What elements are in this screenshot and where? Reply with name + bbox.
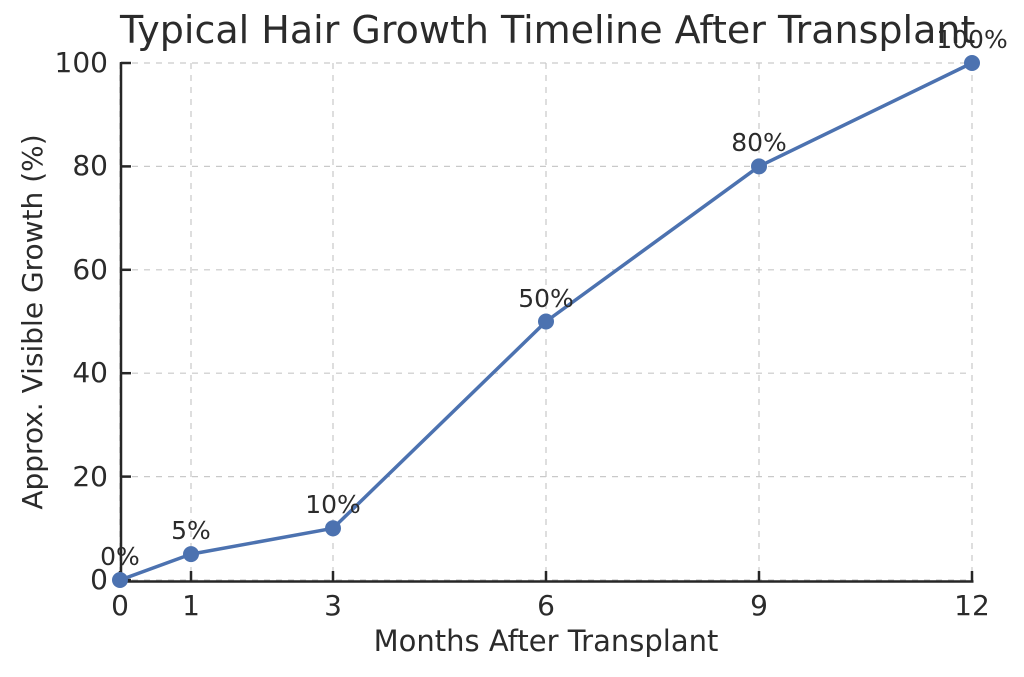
- data-point-marker: [538, 313, 554, 330]
- data-point-label: 100%: [936, 25, 1008, 54]
- y-tick-label: 80: [72, 149, 108, 183]
- chart-title: Typical Hair Growth Timeline After Trans…: [120, 8, 976, 52]
- x-tick-label: 9: [750, 589, 768, 622]
- data-point-label: 10%: [305, 490, 361, 520]
- x-tick-label: 3: [324, 589, 342, 622]
- data-point-marker: [751, 158, 767, 175]
- x-axis-label: Months After Transplant: [373, 624, 719, 658]
- y-tick-label: 100: [54, 46, 108, 79]
- data-point-marker: [325, 520, 341, 537]
- data-point-label: 50%: [518, 283, 574, 313]
- data-point-marker: [183, 546, 199, 563]
- data-point-label: 80%: [731, 128, 787, 158]
- y-tick-label: 60: [72, 252, 108, 286]
- y-axis-label: Approx. Visible Growth (%): [16, 134, 49, 510]
- x-tick-label: 1: [182, 589, 200, 622]
- x-tick-label: 12: [954, 589, 990, 622]
- y-tick-label: 40: [72, 356, 108, 390]
- data-point-label: 5%: [171, 516, 211, 546]
- x-tick-label: 0: [111, 589, 129, 622]
- y-tick-label: 20: [72, 459, 108, 493]
- y-tick-label: 0: [90, 563, 108, 596]
- data-point-marker: [112, 572, 128, 588]
- data-point-label: 0%: [100, 542, 140, 571]
- data-point-marker: [964, 55, 980, 71]
- growth-line-series: [119, 61, 973, 582]
- x-tick-label: 6: [537, 589, 555, 622]
